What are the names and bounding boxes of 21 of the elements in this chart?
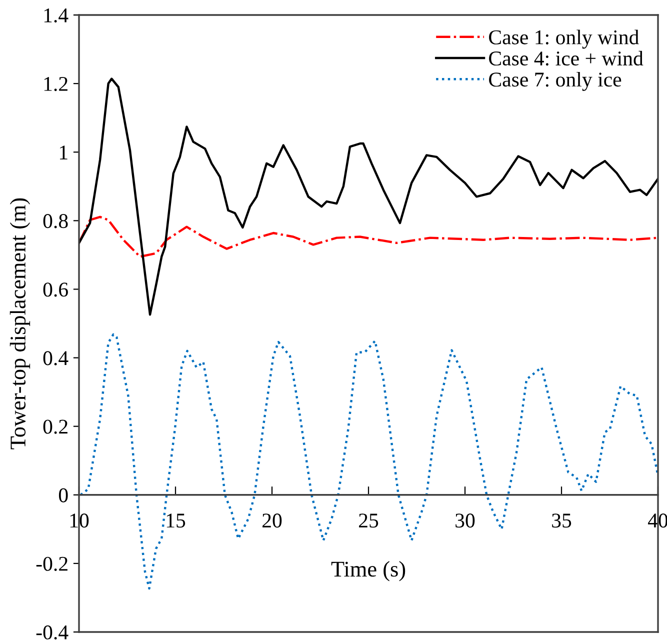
y-tick-label: 0.2 <box>43 420 68 434</box>
x-tick-label: 25 <box>359 514 378 528</box>
y-tick-label: -0.2 <box>36 556 68 571</box>
x-axis-title: Time (s) <box>331 561 406 582</box>
y-tick-label: 0.8 <box>43 214 68 228</box>
y-tick-label: 1.2 <box>44 76 68 92</box>
legend-label: Case 4: ice + wind <box>489 50 644 66</box>
x-tick-label: 15 <box>166 514 186 528</box>
legend-label: Case 7: only ice <box>489 72 622 91</box>
x-tick-label: 30 <box>456 514 475 528</box>
legend-label: Case 1: only wind <box>489 30 639 49</box>
y-tick-label: 1 <box>60 146 68 160</box>
x-tick-label: 35 <box>552 514 572 528</box>
y-tick-label: -0.4 <box>36 625 68 640</box>
y-tick-label: 1.4 <box>44 8 68 23</box>
y-tick-label: 0.6 <box>43 282 68 297</box>
y-axis-title: Tower-top displacement (m) <box>10 198 30 450</box>
line-series <box>79 216 658 258</box>
y-tick-label: 0.4 <box>43 351 68 366</box>
x-tick-label: 20 <box>262 514 282 528</box>
y-tick-label: 0 <box>58 488 68 502</box>
